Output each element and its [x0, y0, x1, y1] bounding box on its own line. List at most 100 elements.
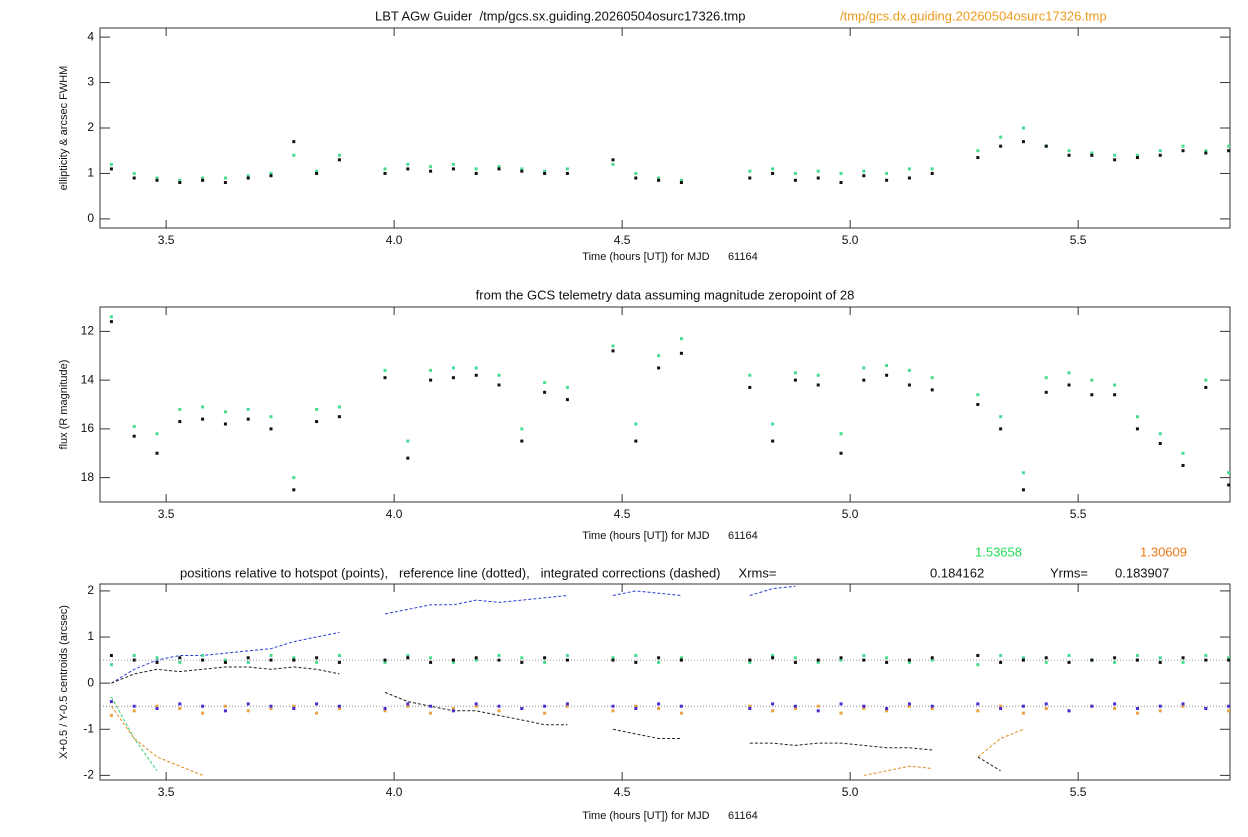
data-point: [451, 660, 455, 664]
data-point: [109, 315, 113, 319]
data-point: [155, 178, 159, 182]
data-point: [429, 368, 433, 372]
data-point: [565, 385, 569, 389]
x-tick-label: 4.5: [614, 507, 631, 521]
data-point: [451, 366, 455, 370]
data-point: [520, 167, 524, 171]
x-tick-label: 4.0: [386, 507, 403, 521]
data-point: [1044, 702, 1048, 706]
data-point: [976, 156, 980, 160]
data-point: [771, 422, 775, 426]
data-point: [1204, 707, 1208, 711]
y-tick-label: 14: [81, 372, 95, 386]
data-point: [1067, 149, 1071, 153]
x-tick-label: 3.5: [158, 785, 175, 799]
data-point: [429, 378, 433, 382]
data-point: [132, 709, 136, 713]
data-point: [1113, 158, 1117, 162]
data-point: [383, 167, 387, 171]
data-point: [1204, 378, 1208, 382]
data-point: [679, 704, 683, 708]
data-point: [907, 167, 911, 171]
panel-title: /tmp/gcs.dx.guiding.20260504osurc17326.t…: [840, 8, 1107, 23]
data-point: [337, 153, 341, 157]
data-point: [178, 656, 182, 660]
data-point: [1067, 653, 1071, 657]
data-point: [155, 707, 159, 711]
data-point: [155, 176, 159, 180]
data-point: [1227, 471, 1230, 475]
data-point: [611, 704, 615, 708]
data-point: [155, 451, 159, 455]
data-point: [315, 656, 319, 660]
data-point: [383, 660, 387, 664]
data-point: [1158, 704, 1162, 708]
data-point: [337, 653, 341, 657]
panel-title: positions relative to hotspot (points), …: [180, 565, 776, 580]
data-point: [292, 707, 296, 711]
data-point: [1135, 153, 1139, 157]
data-point: [451, 376, 455, 380]
data-point: [383, 171, 387, 175]
stat-note: 1.53658: [975, 544, 1022, 559]
data-point: [520, 439, 524, 443]
data-point: [292, 658, 296, 662]
stat-label: Yrms=: [1050, 565, 1088, 580]
data-point: [132, 434, 136, 438]
data-point: [1067, 383, 1071, 387]
data-point: [337, 660, 341, 664]
data-point: [565, 704, 569, 708]
data-point: [885, 707, 889, 711]
data-point: [109, 713, 113, 717]
data-point: [178, 181, 182, 185]
data-point: [543, 381, 547, 385]
data-point: [611, 162, 615, 166]
data-point: [885, 373, 889, 377]
data-point: [1158, 656, 1162, 660]
data-point: [132, 171, 136, 175]
data-point: [611, 656, 615, 660]
data-point: [223, 658, 227, 662]
data-point: [862, 366, 866, 370]
data-point: [451, 709, 455, 713]
data-point: [611, 349, 615, 353]
data-point: [862, 707, 866, 711]
data-point: [930, 704, 934, 708]
data-point: [679, 178, 683, 182]
data-point: [246, 417, 250, 421]
data-point: [657, 707, 661, 711]
plot-frame: [99, 27, 1231, 229]
data-point: [611, 658, 615, 662]
data-point: [201, 178, 205, 182]
data-point: [474, 167, 478, 171]
data-point: [109, 653, 113, 657]
data-point: [999, 653, 1003, 657]
data-point: [1067, 709, 1071, 713]
x-tick-label: 4.5: [614, 785, 631, 799]
data-point: [451, 658, 455, 662]
data-point: [976, 663, 980, 667]
data-point: [679, 656, 683, 660]
data-point: [178, 707, 182, 711]
data-point: [999, 144, 1003, 148]
data-point: [429, 711, 433, 715]
data-point: [771, 167, 775, 171]
data-point: [1227, 149, 1230, 153]
data-point: [1113, 702, 1117, 706]
y-tick-label: 1: [87, 629, 94, 643]
data-point: [269, 658, 273, 662]
y-tick-label: 4: [87, 29, 94, 43]
data-point: [907, 176, 911, 180]
data-point: [748, 373, 752, 377]
data-point: [1135, 658, 1139, 662]
data-point: [1021, 488, 1025, 492]
y-tick-label: 3: [87, 75, 94, 89]
data-point: [748, 169, 752, 173]
data-point: [201, 711, 205, 715]
y-tick-label: 2: [87, 583, 94, 597]
data-point: [793, 171, 797, 175]
data-point: [451, 162, 455, 166]
data-point: [634, 171, 638, 175]
data-point: [474, 702, 478, 706]
data-point: [885, 171, 889, 175]
